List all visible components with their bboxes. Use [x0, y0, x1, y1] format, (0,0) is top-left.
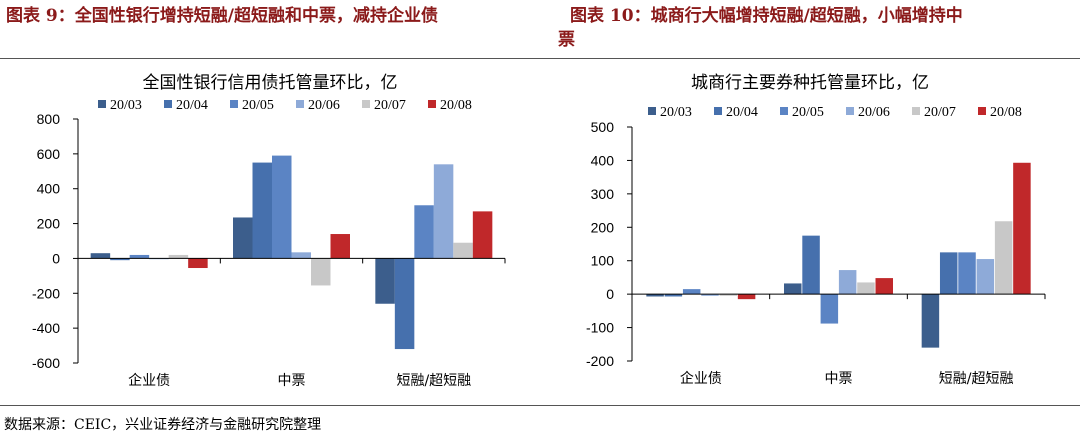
- bar: [701, 294, 719, 296]
- bar: [129, 254, 150, 259]
- bar: [188, 258, 208, 269]
- legend-swatch: [362, 100, 370, 108]
- legend-swatch: [714, 107, 722, 115]
- y-tick-label: 100: [591, 253, 615, 269]
- bar: [394, 258, 415, 350]
- category-label: 短融/超短融: [939, 371, 1014, 387]
- bar: [233, 217, 253, 259]
- bar: [958, 252, 976, 295]
- legend-label: 20/04: [176, 98, 208, 113]
- y-tick-label: -100: [586, 320, 614, 336]
- bar: [802, 235, 820, 295]
- bar: [875, 278, 893, 295]
- chart-title: 城商行主要券种托管量环比，亿: [691, 73, 929, 93]
- category-label: 企业债: [680, 370, 722, 387]
- figure-title-right: 图表 10：城商行大幅增持短融/超短融，小幅增持中: [570, 6, 963, 26]
- y-tick-label: 0: [52, 250, 60, 266]
- bar: [110, 258, 130, 261]
- bottom-divider: [0, 405, 1080, 406]
- y-tick-label: 400: [37, 181, 61, 197]
- legend-label: 20/05: [242, 98, 274, 113]
- bar: [433, 164, 454, 259]
- bar: [682, 289, 701, 295]
- legend-swatch: [296, 100, 304, 108]
- bar: [719, 294, 738, 296]
- legend-label: 20/07: [924, 105, 956, 120]
- y-tick-label: -400: [32, 320, 60, 336]
- legend-swatch: [912, 107, 920, 115]
- legend-label: 20/06: [308, 98, 340, 113]
- bar: [737, 294, 756, 300]
- y-tick-label: 800: [37, 111, 61, 127]
- legend-swatch: [648, 107, 656, 115]
- legend-label: 20/08: [440, 98, 472, 113]
- bar: [1013, 162, 1031, 295]
- legend-swatch: [780, 107, 788, 115]
- category-label: 企业债: [128, 372, 170, 389]
- bar: [272, 155, 292, 259]
- legend-swatch: [978, 107, 986, 115]
- legend-label: 20/08: [990, 105, 1022, 120]
- bar: [838, 270, 857, 295]
- legend-swatch: [846, 107, 854, 115]
- legend-label: 20/04: [726, 105, 758, 120]
- bar: [784, 283, 802, 295]
- y-tick-label: -600: [32, 355, 60, 371]
- bar: [472, 211, 493, 259]
- figure-title-right-continued: 票: [558, 30, 575, 50]
- y-tick-label: 0: [606, 286, 614, 302]
- bar: [252, 162, 272, 259]
- category-label: 短融/超短融: [396, 373, 471, 389]
- legend-label: 20/06: [858, 105, 890, 120]
- legend-swatch: [164, 100, 172, 108]
- bar: [921, 294, 940, 348]
- legend-label: 20/05: [792, 105, 824, 120]
- chart-title: 全国性银行信用债托管量环比，亿: [143, 73, 398, 93]
- bar: [939, 252, 958, 295]
- legend-swatch: [230, 100, 238, 108]
- bar: [330, 234, 350, 259]
- category-label: 中票: [825, 371, 853, 387]
- bar: [976, 259, 995, 295]
- y-tick-label: 500: [591, 119, 615, 135]
- legend-label: 20/03: [110, 98, 142, 113]
- y-tick-label: 200: [591, 219, 615, 235]
- bar: [994, 221, 1013, 295]
- y-tick-label: -200: [32, 285, 60, 301]
- bar: [168, 254, 189, 259]
- bar: [857, 282, 875, 295]
- figure-title-left: 图表 9：全国性银行增持短融/超短融和中票，减持企业债: [6, 6, 438, 26]
- bar: [664, 294, 683, 297]
- bar: [90, 253, 111, 259]
- y-tick-label: 600: [37, 146, 61, 162]
- bar: [820, 294, 839, 324]
- y-tick-label: 200: [37, 216, 61, 232]
- chart-city-commercial-banks: 城商行主要券种托管量环比，亿 20/03 20/04 20/05 20/06 20/07 2…: [586, 73, 1046, 387]
- y-tick-label: 400: [591, 152, 615, 168]
- legend-swatch: [428, 100, 436, 108]
- bar: [646, 294, 664, 297]
- y-tick-label: -200: [586, 353, 614, 369]
- legend-label: 20/07: [374, 98, 406, 113]
- source-note: 数据来源：CEIC，兴业证券经济与金融研究院整理: [4, 417, 322, 433]
- bar: [311, 258, 331, 286]
- legend-swatch: [98, 100, 106, 108]
- category-label: 中票: [278, 373, 306, 389]
- top-divider: [0, 58, 1080, 59]
- legend-label: 20/03: [660, 105, 692, 120]
- chart-national-banks: 全国性银行信用债托管量环比，亿20/03 20/04 20/05 20/06 20/07…: [32, 73, 506, 389]
- bar: [375, 258, 395, 304]
- bar: [453, 242, 473, 259]
- bar: [414, 205, 434, 259]
- bar: [291, 252, 311, 259]
- y-tick-label: 300: [591, 186, 615, 202]
